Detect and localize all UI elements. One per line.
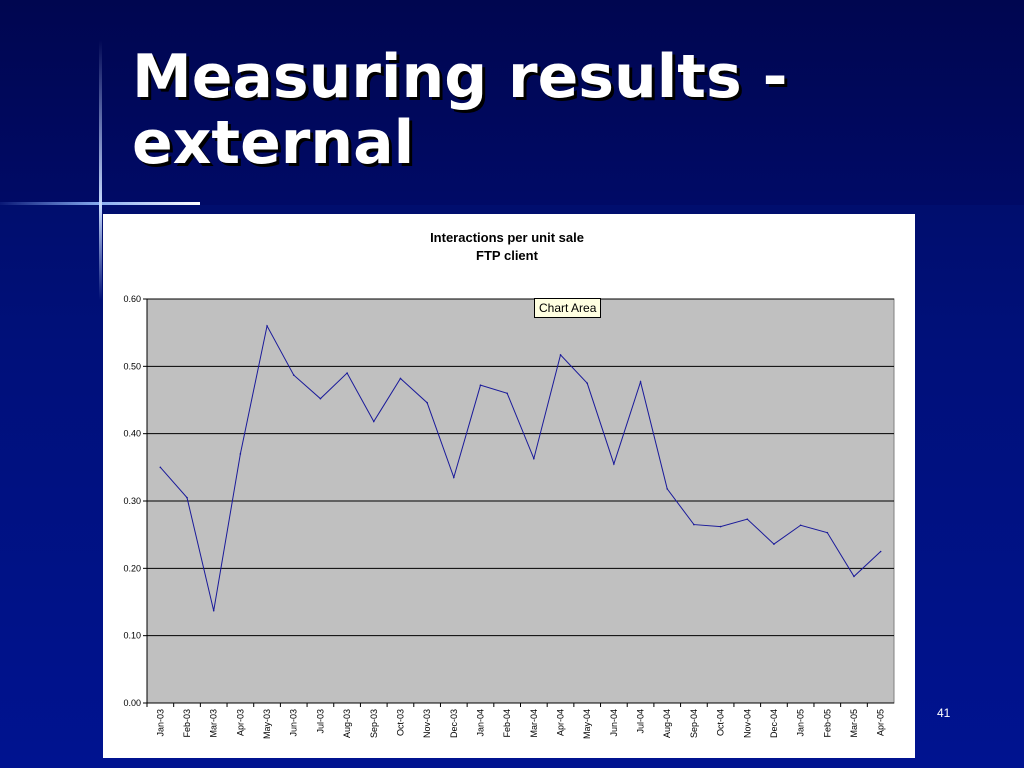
data-point: [666, 488, 669, 490]
data-point: [239, 453, 242, 455]
data-point: [586, 382, 588, 384]
line-chart: Interactions per unit sale FTP client 0.…: [123, 230, 895, 739]
data-point: [319, 397, 322, 400]
x-tick-label: Oct-04: [716, 709, 726, 736]
data-point: [506, 392, 508, 395]
x-tick-label: Dec-03: [449, 709, 459, 738]
data-point: [426, 401, 428, 404]
x-tick-label: Jul-03: [315, 709, 325, 734]
x-tick-label: Jun-03: [289, 709, 299, 737]
data-point: [292, 374, 295, 376]
x-tick-label: Oct-03: [395, 709, 405, 736]
data-point: [826, 531, 829, 534]
data-point: [159, 466, 162, 469]
x-tick-label: Feb-04: [502, 709, 512, 738]
x-tick-label: Sep-03: [369, 709, 379, 738]
data-point: [212, 609, 215, 612]
x-tick-label: Jan-05: [796, 709, 806, 737]
data-point: [719, 525, 722, 528]
x-tick-label: May-03: [262, 709, 272, 739]
data-point: [639, 381, 642, 383]
x-tick-label: Aug-04: [662, 709, 672, 738]
chart-area-tooltip: Chart Area: [534, 298, 602, 318]
data-point: [266, 325, 268, 327]
y-tick-label: 0.20: [123, 563, 141, 573]
chart-subtitle: FTP client: [476, 248, 539, 263]
chart-area[interactable]: Interactions per unit sale FTP client 0.…: [103, 214, 915, 758]
data-point: [453, 476, 455, 479]
y-tick-label: 0.00: [123, 698, 141, 708]
chart-title: Interactions per unit sale: [430, 230, 584, 245]
data-points: [159, 325, 882, 612]
data-point: [186, 496, 188, 499]
data-point: [372, 420, 375, 423]
data-point: [799, 524, 802, 527]
gridlines: [147, 298, 894, 704]
x-tick-label: Feb-03: [182, 709, 192, 738]
slide-title: Measuring results - external: [132, 42, 788, 178]
y-tick-label: 0.10: [123, 631, 141, 641]
title-band: [0, 0, 1024, 205]
data-point: [346, 372, 348, 374]
x-tick-label: Mar-05: [849, 709, 859, 738]
x-tick-label: Dec-04: [769, 709, 779, 738]
y-tick-label: 0.50: [123, 361, 141, 371]
y-axis-ticks: 0.00 0.10 0.20 0.30 0.40 0.50 0.60: [123, 294, 148, 708]
slide-number: 41: [937, 706, 951, 720]
data-point: [559, 354, 562, 356]
x-tick-label: Jan-03: [155, 709, 165, 737]
x-tick-label: May-04: [582, 709, 592, 739]
x-axis-ticks: Jan-03 Feb-03 Mar-03 Apr-03 May-03 Jun-03 Jul-…: [146, 703, 886, 739]
data-point: [399, 377, 402, 380]
data-point: [613, 463, 615, 465]
x-tick-label: Feb-05: [822, 709, 832, 738]
x-tick-label: Jan-04: [475, 709, 485, 737]
data-point: [773, 543, 775, 545]
x-tick-label: Mar-04: [529, 709, 539, 738]
data-point: [879, 550, 882, 553]
data-point: [746, 518, 749, 520]
data-point: [693, 523, 695, 526]
x-tick-label: Nov-04: [742, 709, 752, 738]
x-tick-label: Apr-03: [235, 709, 245, 736]
x-tick-label: Nov-03: [422, 709, 432, 738]
y-tick-label: 0.60: [123, 294, 141, 304]
x-tick-label: Jun-04: [609, 709, 619, 737]
data-point: [479, 384, 482, 386]
x-tick-label: Jul-04: [636, 709, 646, 734]
y-tick-label: 0.30: [123, 496, 141, 506]
data-point: [853, 575, 855, 578]
y-tick-label: 0.40: [123, 429, 141, 439]
x-tick-label: Aug-03: [342, 709, 352, 738]
data-point: [533, 457, 535, 460]
x-tick-label: Mar-03: [209, 709, 219, 738]
light-flare-vertical: [99, 40, 102, 300]
x-tick-label: Apr-04: [556, 709, 566, 736]
x-tick-label: Sep-04: [689, 709, 699, 738]
series-line[interactable]: [159, 324, 882, 611]
x-tick-label: Apr-05: [876, 709, 886, 736]
